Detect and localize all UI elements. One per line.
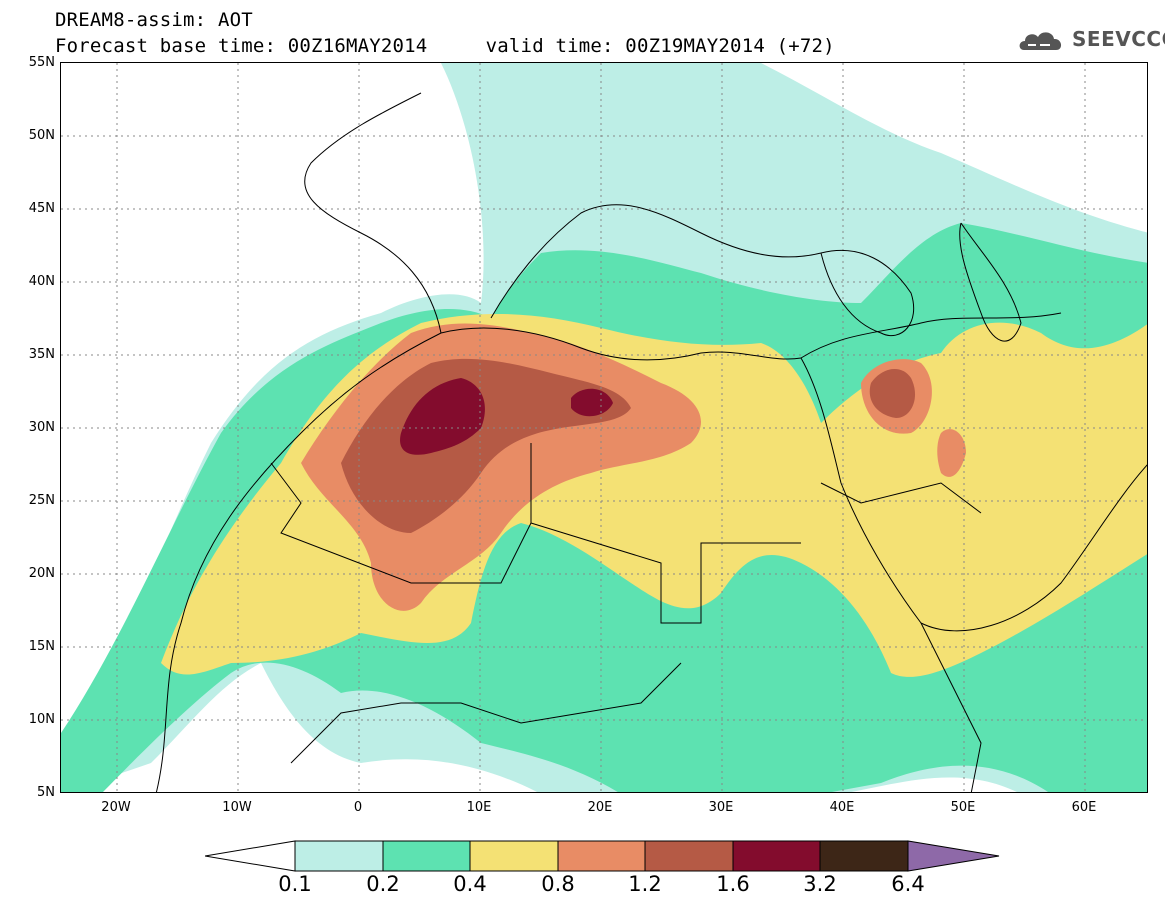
- colorbar-segment: [907, 840, 1000, 872]
- colorbar-segment: [382, 840, 471, 872]
- lat-label: 35N: [28, 347, 55, 362]
- graticule: [61, 63, 1147, 792]
- lon-label: 30E: [708, 800, 734, 815]
- colorbar-label: 0.2: [366, 872, 400, 896]
- lon-label: 20E: [587, 800, 613, 815]
- lat-label: 45N: [28, 201, 55, 216]
- seevccc-logo: SEEVCCC: [1016, 24, 1165, 56]
- colorbar-segment: [819, 840, 909, 872]
- colorbar-label: 1.6: [716, 872, 750, 896]
- colorbar-segment: [732, 840, 821, 872]
- colorbar-segment: [205, 840, 296, 872]
- colorbar-label: 0.4: [453, 872, 487, 896]
- colorbar-segment: [469, 840, 559, 872]
- colorbar-segment: [294, 840, 384, 872]
- lat-label: 30N: [28, 420, 55, 435]
- colorbar-segment: [644, 840, 734, 872]
- lat-label: 20N: [28, 566, 55, 581]
- lat-label: 50N: [28, 128, 55, 143]
- colorbar-label: 1.2: [628, 872, 662, 896]
- colorbar: [205, 840, 1000, 872]
- colorbar-label: 0.1: [278, 872, 312, 896]
- colorbar-label: 0.8: [541, 872, 575, 896]
- lon-label: 20W: [101, 800, 131, 815]
- chart-subtitle: Forecast base time: 00Z16MAY2014 valid t…: [55, 35, 835, 57]
- lat-label: 15N: [28, 639, 55, 654]
- lon-label: 10W: [222, 800, 252, 815]
- lat-label: 25N: [28, 493, 55, 508]
- cloud-icon: [1019, 32, 1062, 50]
- lon-label: 10E: [466, 800, 492, 815]
- lat-label: 10N: [28, 712, 55, 727]
- aot-map: [61, 63, 1147, 792]
- colorbar-segment: [557, 840, 646, 872]
- lon-label: 0: [353, 800, 363, 815]
- lat-label: 5N: [37, 785, 55, 800]
- lon-label: 60E: [1071, 800, 1097, 815]
- logo-text: SEEVCCC: [1072, 27, 1165, 51]
- lat-label: 40N: [28, 274, 55, 289]
- colorbar-label: 3.2: [803, 872, 837, 896]
- aot-level-1.6: [400, 378, 485, 455]
- coastlines: [155, 92, 1147, 792]
- lon-label: 50E: [950, 800, 976, 815]
- aot-level-1.2: [341, 358, 631, 533]
- colorbar-label: 6.4: [891, 872, 925, 896]
- lon-label: 40E: [829, 800, 855, 815]
- map-area: [60, 62, 1148, 793]
- lat-label: 55N: [28, 55, 55, 70]
- chart-title: DREAM8-assim: AOT: [55, 9, 253, 31]
